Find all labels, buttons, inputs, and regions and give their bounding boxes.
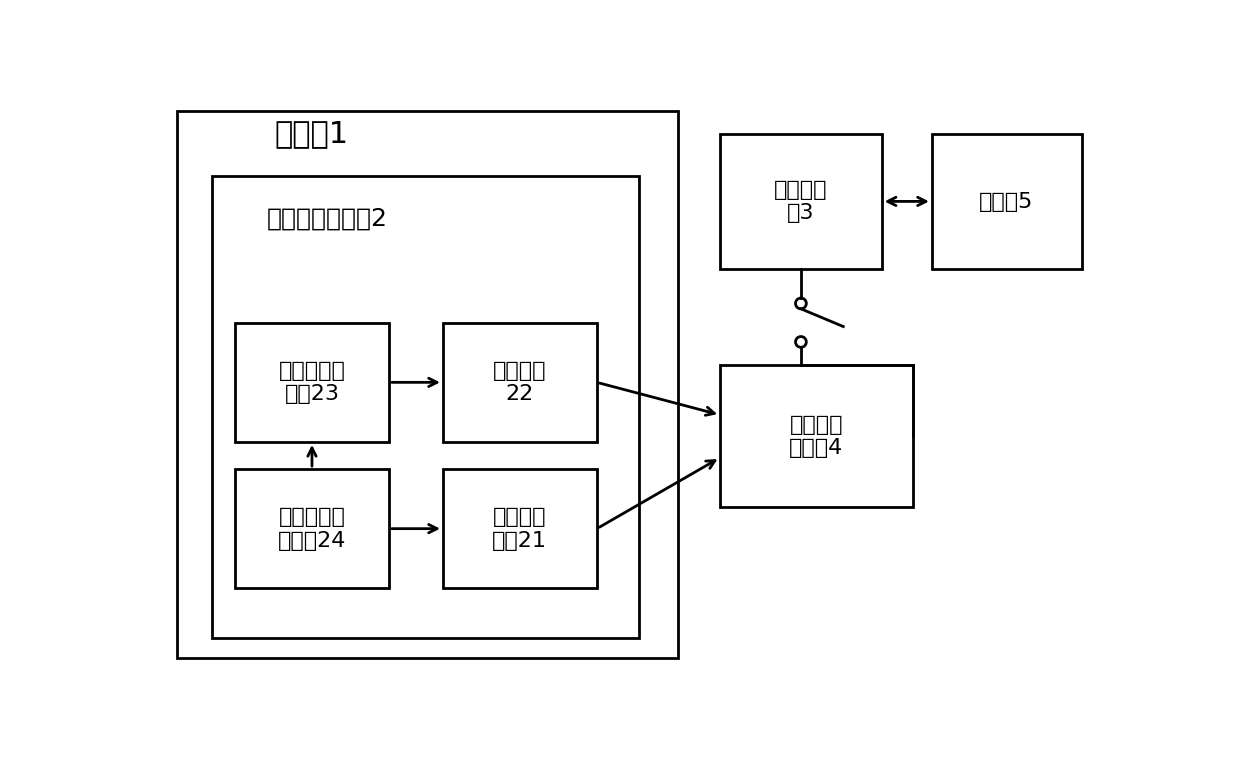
Text: 电推进器控
制单元24: 电推进器控 制单元24 xyxy=(278,507,346,551)
Bar xyxy=(235,322,389,442)
Text: 电源处理
单元21: 电源处理 单元21 xyxy=(492,507,548,551)
Text: 卫星电推进系统2: 卫星电推进系统2 xyxy=(266,207,388,231)
Text: 真空缴1: 真空缴1 xyxy=(275,119,349,148)
Bar xyxy=(177,111,678,658)
Text: 模拟通路
转换装4: 模拟通路 转换装4 xyxy=(789,415,844,458)
Bar xyxy=(212,176,639,639)
Bar xyxy=(442,322,597,442)
Text: 电推力器
22: 电推力器 22 xyxy=(493,361,546,404)
Bar xyxy=(235,469,389,588)
Bar xyxy=(720,134,882,269)
Text: 负载模拟
器3: 负载模拟 器3 xyxy=(774,180,828,223)
Bar xyxy=(932,134,1082,269)
Bar xyxy=(720,365,913,507)
Text: 推力剂贯存
单元23: 推力剂贯存 单元23 xyxy=(279,361,346,404)
Text: 上位机5: 上位机5 xyxy=(979,192,1033,212)
Bar xyxy=(442,469,597,588)
